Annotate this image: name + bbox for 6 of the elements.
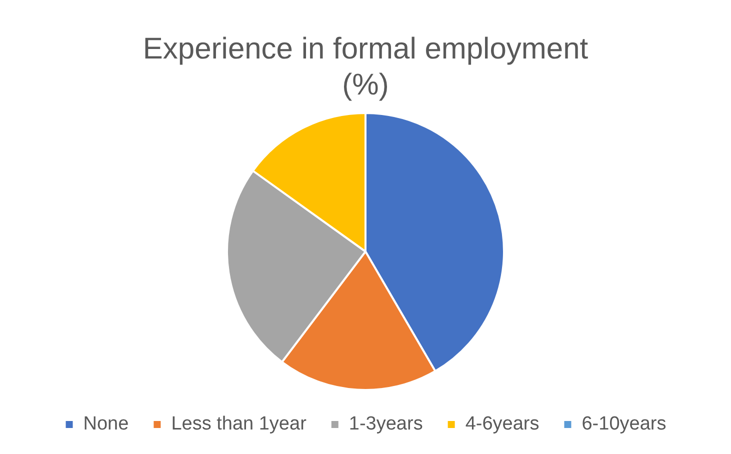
legend-label: 4-6years bbox=[465, 414, 540, 435]
chart-title: Experience in formal employment (%) bbox=[142, 32, 589, 102]
legend-label: Less than 1year bbox=[171, 414, 308, 435]
legend-label: 1-3years bbox=[348, 414, 423, 435]
legend-label: None bbox=[83, 414, 129, 435]
legend-label: 6-10years bbox=[582, 414, 666, 435]
